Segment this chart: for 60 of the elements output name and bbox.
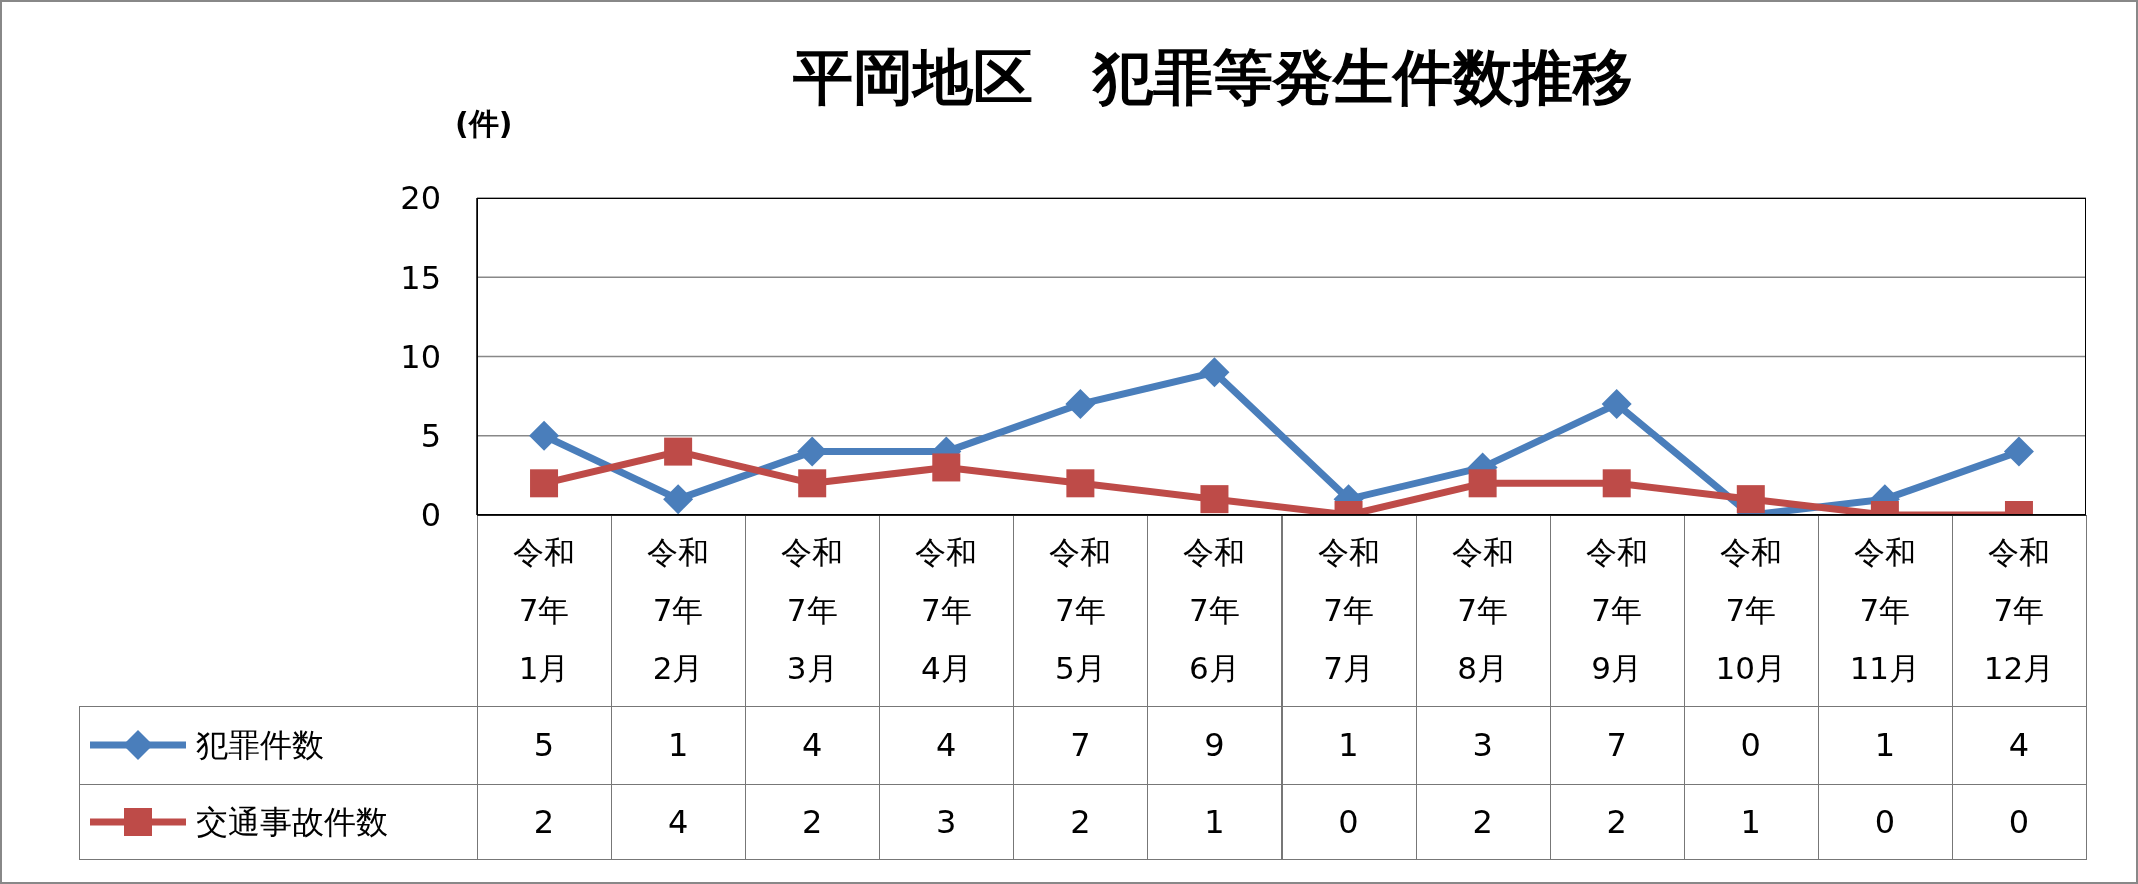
y-tick-label: 5 [420,417,441,456]
data-label: 2 [1069,801,1092,843]
point [1200,485,1229,514]
data-label: 2 [1471,801,1494,843]
data-label: 2 [801,801,824,843]
data-label: 4 [801,725,824,766]
point [932,453,961,482]
data-label: 1 [666,725,690,766]
point [798,469,827,498]
data-label: 5 [532,725,556,766]
point [1736,485,1765,514]
data-label: 0 [2007,801,2031,843]
x-tick-label: 令和7年1月 [513,534,576,686]
x-tick-label: 令和7年4月 [915,534,978,686]
data-label: 1 [1337,725,1360,766]
data-label: 4 [2007,725,2031,766]
y-tick-label: 0 [420,496,441,535]
x-tick-label: 令和7年5月 [1049,534,1112,686]
point [1602,469,1631,498]
x-tick-label: 令和7年2月 [647,534,710,686]
data-label: 0 [1337,801,1360,843]
data-label: 0 [1739,725,1762,766]
x-tick-label: 令和7年11月 [1849,534,1921,686]
y-axis-title: (件) [455,105,513,143]
data-label: 1 [1739,801,1762,843]
point [1601,389,1632,420]
data-label: 3 [935,801,958,843]
point [2003,436,2034,467]
point [1468,469,1497,498]
y-tick-label: 10 [400,337,441,376]
y-tick-label: 20 [400,179,441,218]
point [664,437,693,466]
x-tick-label: 令和7年3月 [781,534,844,686]
data-label: 9 [1203,725,1226,766]
x-tick-label: 令和7年8月 [1451,534,1514,686]
point [1066,469,1095,498]
data-label: 4 [666,801,690,843]
y-tick-label: 15 [400,258,441,297]
data-label: 1 [1203,801,1226,843]
data-label: 7 [1069,725,1092,766]
point [1199,357,1230,388]
x-tick-label: 令和7年6月 [1183,534,1246,686]
x-tick-label: 令和7年9月 [1585,534,1648,686]
x-tick-label: 令和7年12月 [1983,534,2055,686]
point [663,484,694,515]
x-tick-label: 令和7年10月 [1715,534,1787,686]
point [530,469,559,498]
data-label: 2 [1605,801,1628,843]
data-label: 0 [1873,801,1897,843]
data-label: 2 [532,801,556,843]
x-tick-label: 令和7年7月 [1317,534,1380,686]
legend-label: 交通事故件数 [196,801,388,843]
chart-title: 平岡地区 犯罪等発生件数推移 [793,42,1633,112]
point [529,420,560,451]
legend-label: 犯罪件数 [196,725,324,766]
point [1065,389,1096,420]
data-label: 4 [935,725,958,766]
data-label: 1 [1873,725,1897,766]
data-label: 7 [1605,725,1628,766]
data-label: 3 [1471,725,1494,766]
